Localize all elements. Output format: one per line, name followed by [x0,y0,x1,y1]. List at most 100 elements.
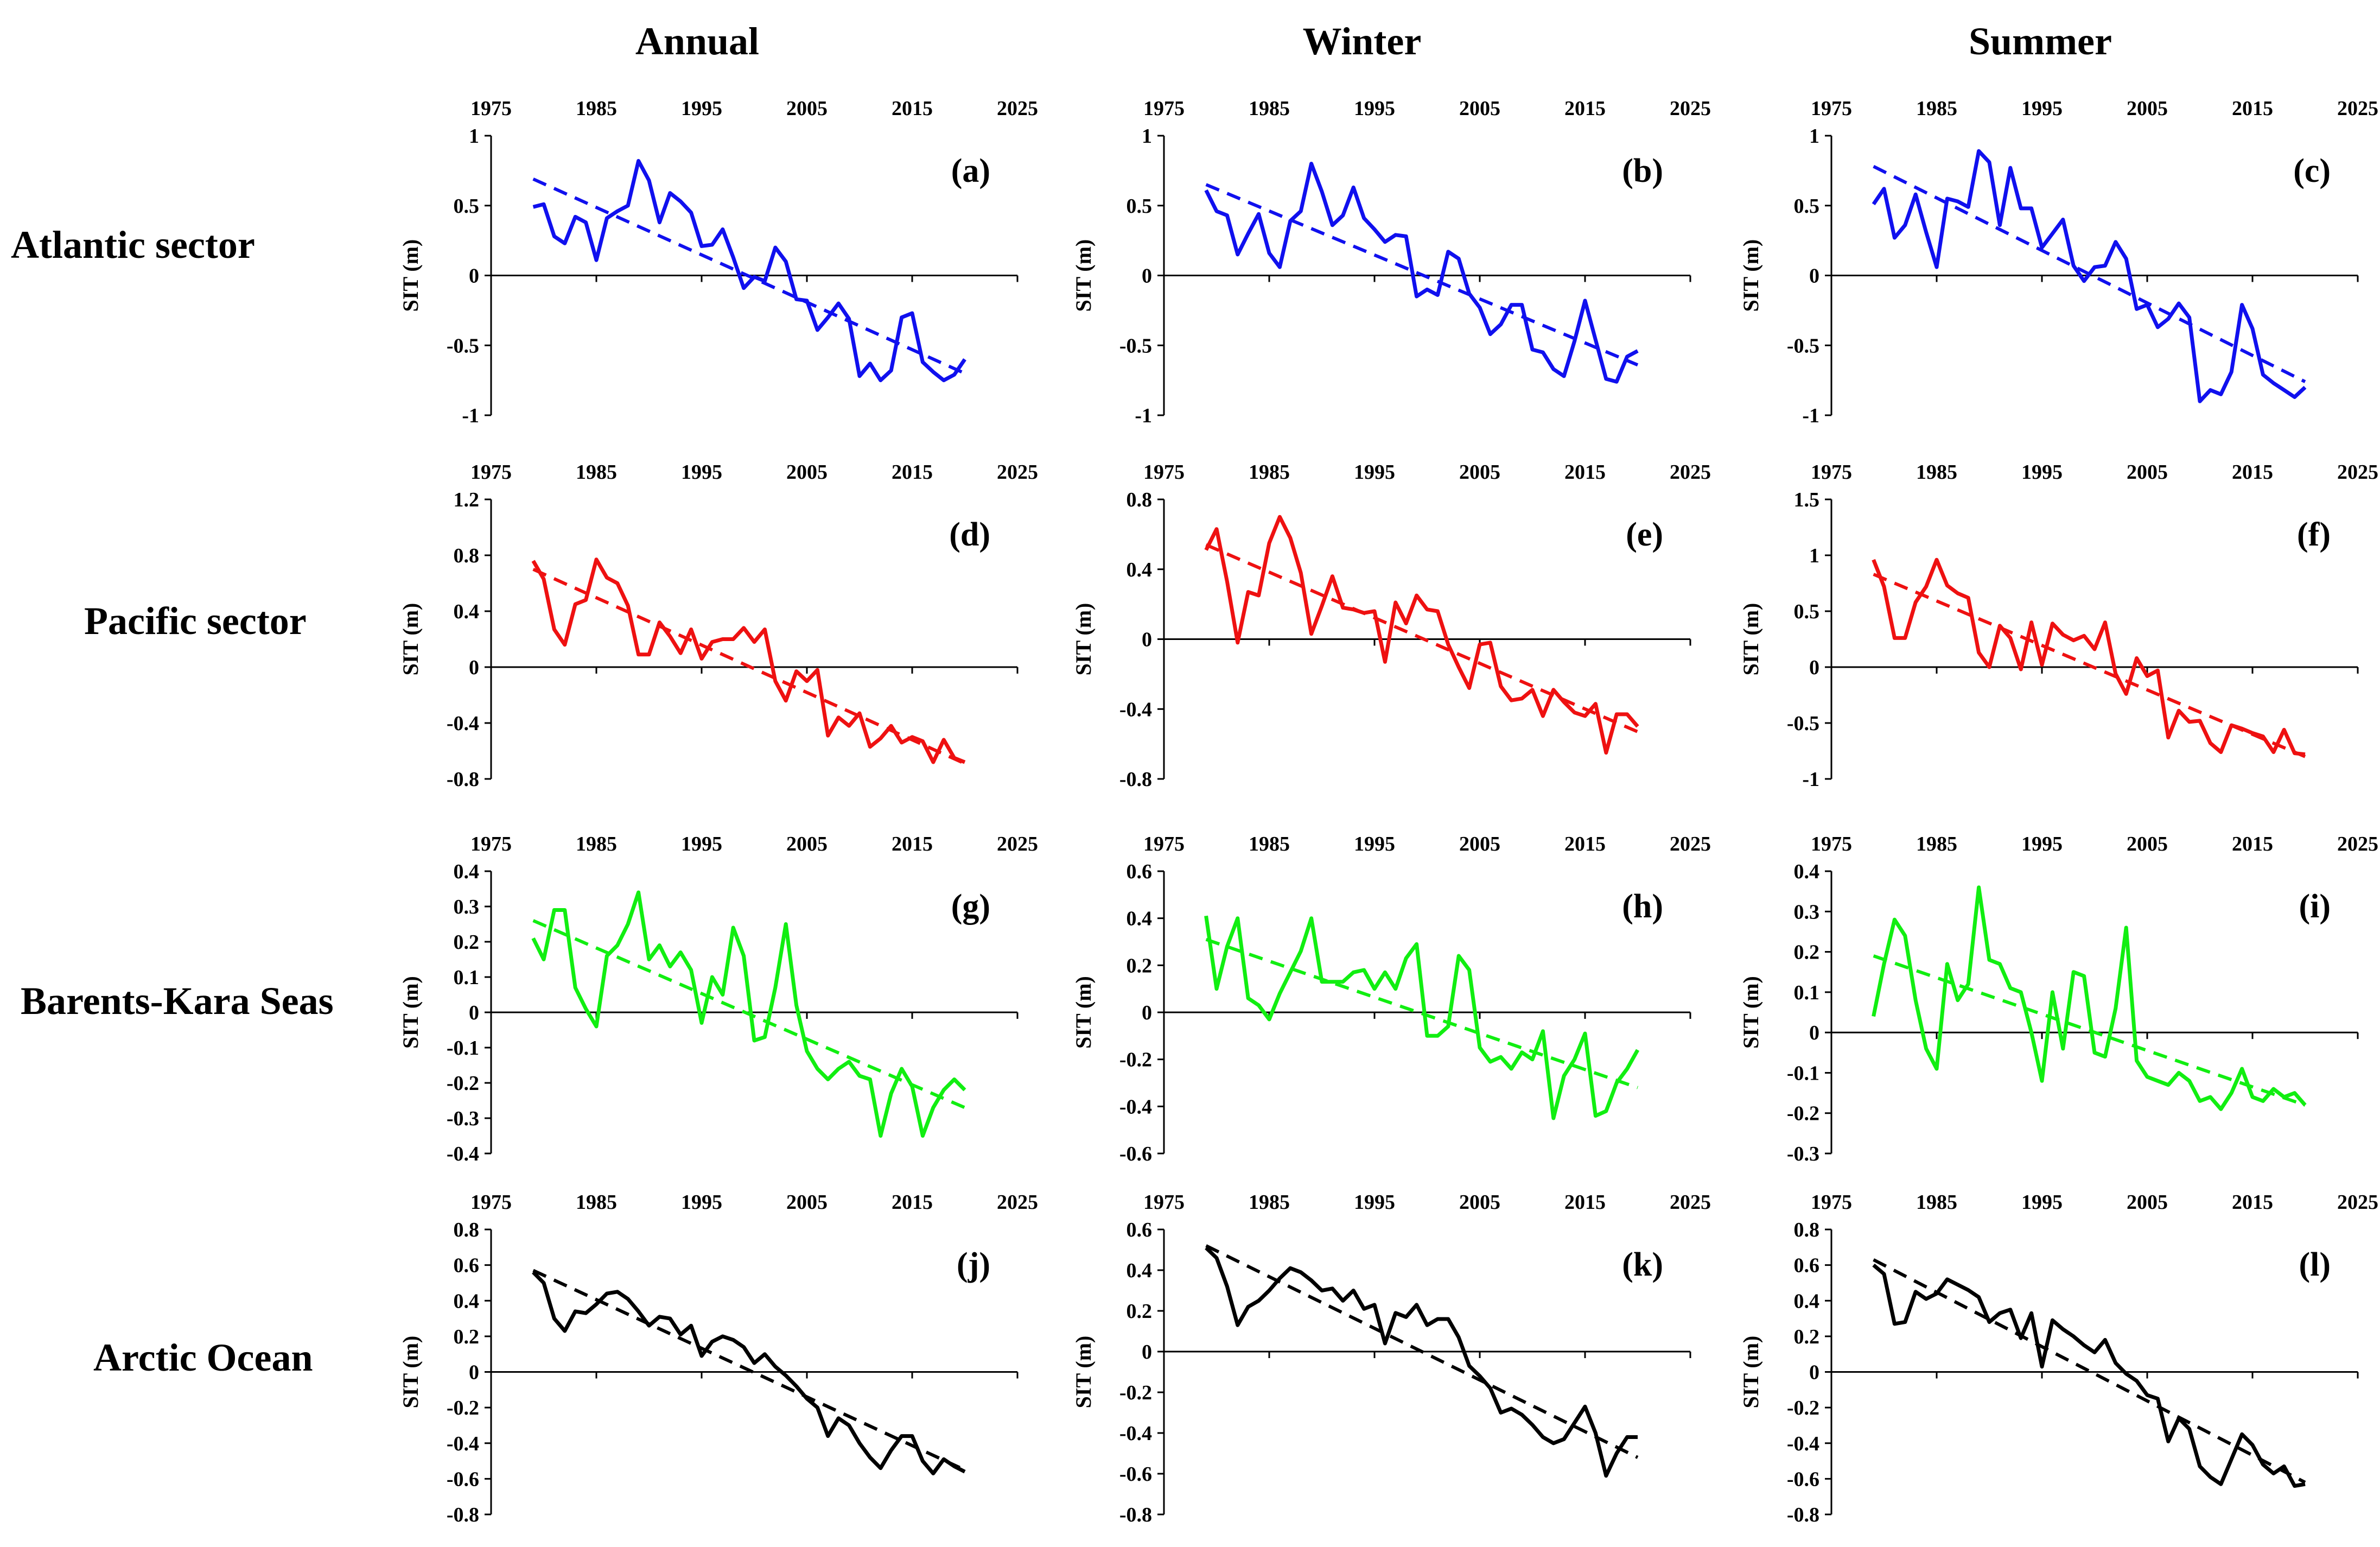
row-label-atlantic-sector: Atlantic sector [11,223,255,267]
y-axis-label: SIT (m) [398,1336,423,1409]
x-tick-label: 1975 [1143,1191,1185,1214]
data-line [531,890,966,1138]
y-tick-label: 0.2 [1794,1326,1820,1348]
y-tick-label: 0.4 [1127,908,1153,930]
x-tick-label: 1975 [470,97,512,120]
y-tick-label: -0.5 [1119,334,1152,357]
y-tick-label: 0.6 [1127,860,1153,883]
data-line [532,1271,966,1475]
y-tick-label: 0 [469,265,479,288]
y-axis-label: SIT (m) [1739,603,1763,676]
x-tick-label: 2005 [786,833,828,855]
y-axis-label: SIT (m) [1739,976,1763,1049]
row-label-barents-kara-seas: Barents-Kara Seas [21,979,334,1023]
trend-line [1205,1244,1639,1459]
y-tick-label: -0.5 [1787,334,1819,357]
panel-label: (h) [1622,888,1663,925]
x-tick-label: 1995 [1354,833,1395,855]
y-tick-label: 0.4 [1794,860,1820,883]
panel-label: (d) [949,516,990,553]
x-tick-label: 2025 [1670,1191,1711,1214]
row-labels: Atlantic sector Pacific sector Barents-K… [11,223,334,1379]
y-tick-label: 1 [1142,125,1152,148]
x-tick-label: 2005 [786,1191,828,1214]
y-tick-label: -0.8 [1119,768,1152,791]
y-tick-label: -0.3 [1787,1143,1819,1165]
y-tick-label: 0 [1142,1341,1152,1364]
y-tick-label: -0.3 [447,1107,479,1130]
y-axis-label: SIT (m) [1071,603,1096,676]
x-tick-label: 1995 [681,1191,722,1214]
y-tick-label: -0.2 [447,1397,479,1419]
panel-j: 0.8 0.6 0.4 0.2 0 -0.2 -0.4 -0.6 -0.8 1975 1985 199… [398,1191,1038,1526]
x-tick-label: 2015 [1564,833,1606,855]
x-tick-label: 1985 [1916,97,1957,120]
y-tick-label: -0.1 [1787,1062,1819,1085]
panel-f: 1.5 1 0.5 0 -0.5 -1 1975 1985 1995 2005 2015 2025 SI… [1739,461,2378,791]
x-tick-label: 1985 [1916,833,1957,855]
y-tick-label: 0 [1809,265,1819,288]
x-tick-label: 2005 [786,461,828,484]
y-tick-label: 0.6 [1127,1219,1153,1241]
x-tick-label: 2015 [892,461,933,484]
x-tick-label: 1985 [576,1191,617,1214]
x-tick-label: 2015 [1564,97,1606,120]
y-tick-label: -0.8 [1787,1504,1819,1526]
x-tick-label: 1975 [1811,461,1852,484]
x-tick-label: 1985 [576,461,617,484]
x-tick-label: 1975 [470,833,512,855]
row-label-pacific-sector: Pacific sector [84,599,307,643]
x-tick-label: 2025 [2337,1191,2378,1214]
y-tick-label: 0.5 [454,195,480,218]
x-tick-label: 1975 [1811,833,1852,855]
trend-line [532,177,966,375]
y-tick-label: -0.8 [447,1504,479,1526]
trend-line [1873,164,2306,383]
y-tick-label: 0.8 [1127,489,1153,511]
x-tick-label: 1975 [470,1191,512,1214]
y-tick-label: 0.4 [454,1290,480,1313]
trend-line [1873,573,2306,758]
panel-a: 1 0.5 0 -0.5 -1 1975 1985 1995 2005 2015 2025 SIT (… [398,97,1038,427]
x-tick-label: 1995 [1354,461,1395,484]
panel-b: 1 0.5 0 -0.5 -1 1975 1985 1995 2005 2015 2025 SIT (… [1071,97,1711,427]
x-tick-label: 2005 [2127,1191,2168,1214]
x-tick-label: 2005 [1459,833,1500,855]
data-line [1204,162,1639,384]
x-tick-label: 1995 [681,97,722,120]
trend-line [532,568,966,765]
y-tick-label: -0.8 [447,768,479,791]
x-tick-label: 1995 [2021,833,2063,855]
y-tick-label: 0.6 [454,1254,480,1277]
y-tick-label: 0 [1142,1001,1152,1024]
x-tick-label: 2005 [1459,97,1500,120]
x-tick-label: 1995 [1354,97,1395,120]
y-tick-label: 0.2 [1127,1300,1153,1323]
x-tick-label: 1985 [1249,1191,1290,1214]
column-title-summer: Summer [1969,20,2112,63]
x-tick-label: 2025 [2337,833,2378,855]
y-tick-label: 0.5 [1127,195,1153,218]
y-tick-label: 0.4 [1794,1290,1820,1313]
column-title-annual: Annual [635,20,759,63]
y-axis-label: SIT (m) [1071,976,1096,1049]
trend-line [532,919,966,1109]
y-tick-label: -1 [462,404,479,427]
panel-c: 1 0.5 0 -0.5 -1 1975 1985 1995 2005 2015 2025 SIT (… [1739,97,2378,427]
data-line [1204,915,1640,1120]
x-tick-label: 2005 [1459,461,1500,484]
y-tick-label: -0.2 [1119,1381,1152,1404]
y-tick-label: 0 [469,1361,479,1384]
column-title-winter: Winter [1303,20,1422,63]
y-axis-label: SIT (m) [398,976,423,1049]
x-tick-label: 2005 [2127,833,2168,855]
x-tick-label: 1975 [470,461,512,484]
y-tick-label: -0.4 [1787,1432,1819,1455]
x-tick-label: 2025 [1670,461,1711,484]
x-tick-label: 2025 [997,97,1038,120]
y-tick-label: -0.8 [1119,1504,1152,1526]
x-tick-label: 1985 [576,97,617,120]
panel-g: 0.4 0.3 0.2 0.1 0 -0.1 -0.2 -0.3 -0.4 1975 1985 199… [398,833,1038,1165]
x-tick-label: 1975 [1811,1191,1852,1214]
y-tick-label: -0.2 [447,1072,479,1095]
